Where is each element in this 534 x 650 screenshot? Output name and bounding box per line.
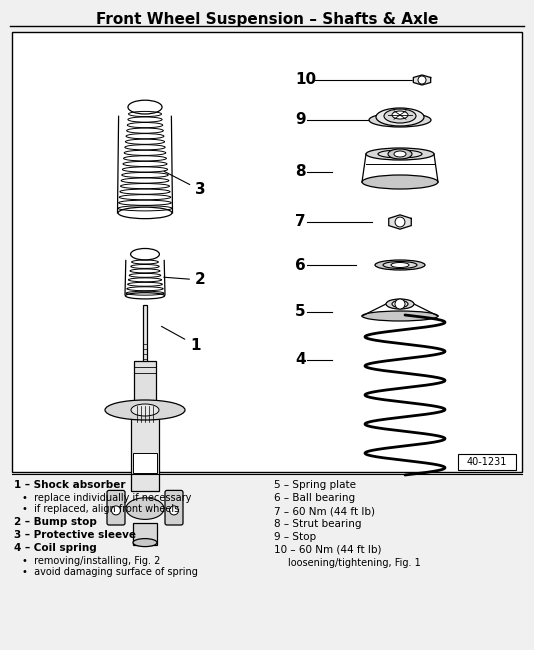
Text: 9 – Stop: 9 – Stop [274, 532, 316, 542]
FancyBboxPatch shape [165, 490, 183, 525]
Text: 1 – Shock absorber: 1 – Shock absorber [14, 480, 125, 490]
Text: 10 – 60 Nm (44 ft lb): 10 – 60 Nm (44 ft lb) [274, 545, 381, 555]
Ellipse shape [378, 150, 422, 158]
FancyBboxPatch shape [143, 305, 147, 363]
FancyBboxPatch shape [133, 523, 157, 545]
Text: 3 – Protective sleeve: 3 – Protective sleeve [14, 530, 136, 540]
Circle shape [112, 506, 121, 515]
Text: 2 – Bump stop: 2 – Bump stop [14, 517, 97, 527]
Text: 10: 10 [295, 73, 316, 88]
Text: 40-1231: 40-1231 [467, 457, 507, 467]
Text: 5 – Spring plate: 5 – Spring plate [274, 480, 356, 490]
Ellipse shape [376, 108, 424, 126]
FancyBboxPatch shape [107, 490, 125, 525]
Ellipse shape [105, 400, 185, 420]
Ellipse shape [366, 148, 434, 160]
Ellipse shape [362, 311, 438, 321]
Ellipse shape [131, 404, 159, 416]
Ellipse shape [391, 263, 409, 268]
FancyBboxPatch shape [131, 415, 159, 491]
Text: 1: 1 [161, 326, 200, 352]
Text: •  if replaced, align front wheels: • if replaced, align front wheels [22, 504, 179, 514]
FancyBboxPatch shape [12, 32, 522, 472]
Ellipse shape [133, 539, 157, 547]
Ellipse shape [394, 151, 406, 157]
Text: 3: 3 [164, 171, 206, 198]
Ellipse shape [118, 207, 172, 218]
Ellipse shape [388, 149, 412, 159]
FancyBboxPatch shape [133, 452, 157, 473]
Text: 9: 9 [295, 112, 305, 127]
Text: 6: 6 [295, 257, 306, 272]
Circle shape [418, 76, 426, 84]
Text: Front Wheel Suspension – Shafts & Axle: Front Wheel Suspension – Shafts & Axle [96, 12, 438, 27]
Circle shape [395, 217, 405, 227]
Text: 5: 5 [295, 304, 305, 320]
Ellipse shape [362, 175, 438, 189]
Text: 4: 4 [295, 352, 305, 367]
Ellipse shape [131, 248, 160, 260]
Text: 6 – Ball bearing: 6 – Ball bearing [274, 493, 355, 503]
Text: 2: 2 [164, 272, 206, 287]
Text: loosening/tightening, Fig. 1: loosening/tightening, Fig. 1 [288, 558, 421, 568]
Text: 7: 7 [295, 214, 305, 229]
Ellipse shape [126, 498, 164, 519]
Ellipse shape [369, 113, 431, 127]
Circle shape [169, 506, 178, 515]
FancyBboxPatch shape [458, 454, 516, 470]
Ellipse shape [384, 109, 416, 123]
Ellipse shape [383, 261, 417, 268]
Text: 7 – 60 Nm (44 ft lb): 7 – 60 Nm (44 ft lb) [274, 506, 375, 516]
Text: 8: 8 [295, 164, 305, 179]
Ellipse shape [386, 299, 414, 309]
Ellipse shape [392, 300, 408, 307]
Ellipse shape [375, 260, 425, 270]
Circle shape [395, 299, 405, 309]
FancyBboxPatch shape [134, 361, 156, 405]
Ellipse shape [125, 292, 164, 299]
Polygon shape [389, 215, 411, 229]
Polygon shape [413, 75, 430, 85]
Ellipse shape [392, 111, 408, 119]
Text: 4 – Coil spring: 4 – Coil spring [14, 543, 97, 553]
Text: •  removing/installing, Fig. 2: • removing/installing, Fig. 2 [22, 556, 160, 566]
Text: •  avoid damaging surface of spring: • avoid damaging surface of spring [22, 567, 198, 577]
Ellipse shape [128, 100, 162, 114]
Text: •  replace individually if necessary: • replace individually if necessary [22, 493, 191, 503]
Text: 8 – Strut bearing: 8 – Strut bearing [274, 519, 362, 529]
